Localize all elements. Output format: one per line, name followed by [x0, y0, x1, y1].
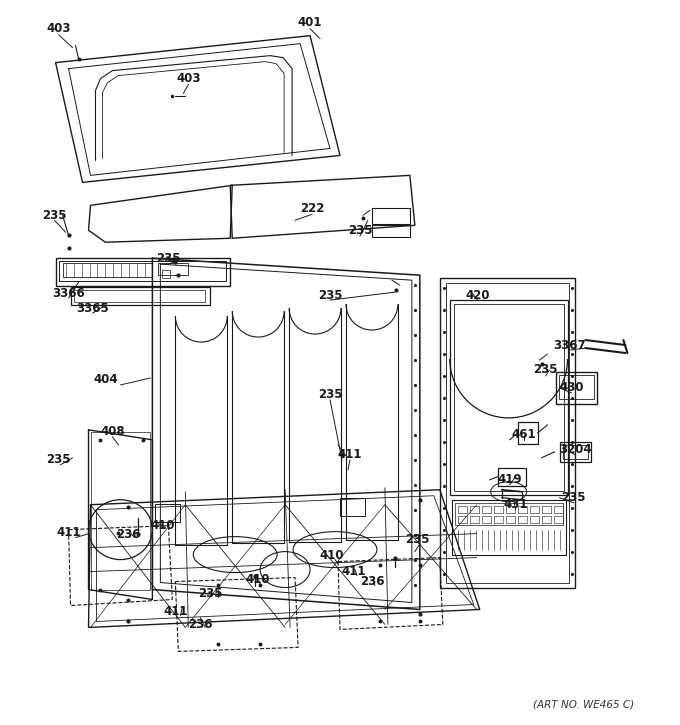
- Text: 403: 403: [176, 72, 201, 85]
- Bar: [454, 304, 564, 491]
- Text: 235: 235: [198, 587, 222, 600]
- Bar: [517, 515, 526, 523]
- Text: 222: 222: [300, 202, 324, 215]
- Bar: [530, 506, 539, 513]
- Text: 235: 235: [533, 363, 558, 376]
- Bar: [554, 515, 562, 523]
- Text: 461: 461: [511, 428, 536, 442]
- Bar: [556, 372, 598, 404]
- Text: 411: 411: [338, 448, 362, 461]
- Bar: [372, 208, 410, 224]
- Bar: [494, 506, 503, 513]
- Bar: [155, 504, 180, 522]
- Text: 236: 236: [188, 618, 213, 631]
- Bar: [541, 506, 551, 513]
- Bar: [506, 506, 515, 513]
- Text: 236: 236: [360, 575, 384, 588]
- Bar: [470, 506, 479, 513]
- Bar: [449, 300, 568, 494]
- Text: 235: 235: [46, 453, 71, 466]
- Bar: [90, 432, 150, 589]
- Bar: [58, 261, 226, 281]
- Text: 3367: 3367: [554, 339, 586, 352]
- Text: 236: 236: [116, 528, 141, 541]
- Text: 410: 410: [246, 573, 271, 586]
- Bar: [517, 422, 538, 444]
- Bar: [558, 375, 594, 399]
- Text: 410: 410: [320, 549, 344, 562]
- Text: 235: 235: [318, 289, 342, 302]
- Text: 411: 411: [56, 526, 81, 539]
- Bar: [71, 287, 210, 305]
- Bar: [455, 502, 562, 525]
- Bar: [163, 270, 171, 278]
- Bar: [470, 515, 479, 523]
- Text: 430: 430: [559, 381, 583, 394]
- Text: 419: 419: [497, 473, 522, 486]
- Bar: [541, 515, 551, 523]
- Bar: [481, 515, 491, 523]
- Bar: [458, 515, 466, 523]
- Bar: [554, 506, 562, 513]
- Text: 235: 235: [42, 209, 67, 222]
- Text: 401: 401: [298, 16, 322, 29]
- Text: 403: 403: [46, 22, 71, 36]
- Bar: [506, 515, 515, 523]
- Text: 431: 431: [503, 498, 528, 511]
- Bar: [440, 278, 575, 587]
- Bar: [452, 500, 566, 555]
- Text: 235: 235: [405, 533, 430, 546]
- Text: 408: 408: [100, 426, 124, 439]
- Bar: [56, 258, 231, 286]
- Text: (ART NO. WE465 C): (ART NO. WE465 C): [533, 700, 634, 709]
- Bar: [340, 498, 365, 515]
- Text: 404: 404: [93, 373, 118, 386]
- Text: 420: 420: [466, 289, 490, 302]
- Text: 3366: 3366: [52, 286, 85, 299]
- Bar: [498, 468, 526, 486]
- Bar: [481, 506, 491, 513]
- Text: 235: 235: [318, 389, 342, 402]
- Bar: [517, 506, 526, 513]
- Bar: [73, 290, 205, 302]
- Text: 235: 235: [347, 224, 372, 237]
- Text: 3365: 3365: [76, 302, 109, 315]
- Text: 235: 235: [156, 252, 181, 265]
- Text: 235: 235: [561, 492, 585, 504]
- Bar: [372, 225, 410, 237]
- Bar: [562, 445, 588, 459]
- Text: 3204: 3204: [559, 443, 592, 456]
- Bar: [560, 442, 592, 462]
- Text: 411: 411: [342, 565, 367, 578]
- Bar: [530, 515, 539, 523]
- Text: 411: 411: [163, 605, 188, 618]
- Bar: [158, 263, 188, 276]
- Bar: [494, 515, 503, 523]
- Bar: [446, 283, 568, 583]
- Text: 410: 410: [150, 519, 175, 532]
- Bar: [458, 506, 466, 513]
- Bar: [63, 263, 152, 277]
